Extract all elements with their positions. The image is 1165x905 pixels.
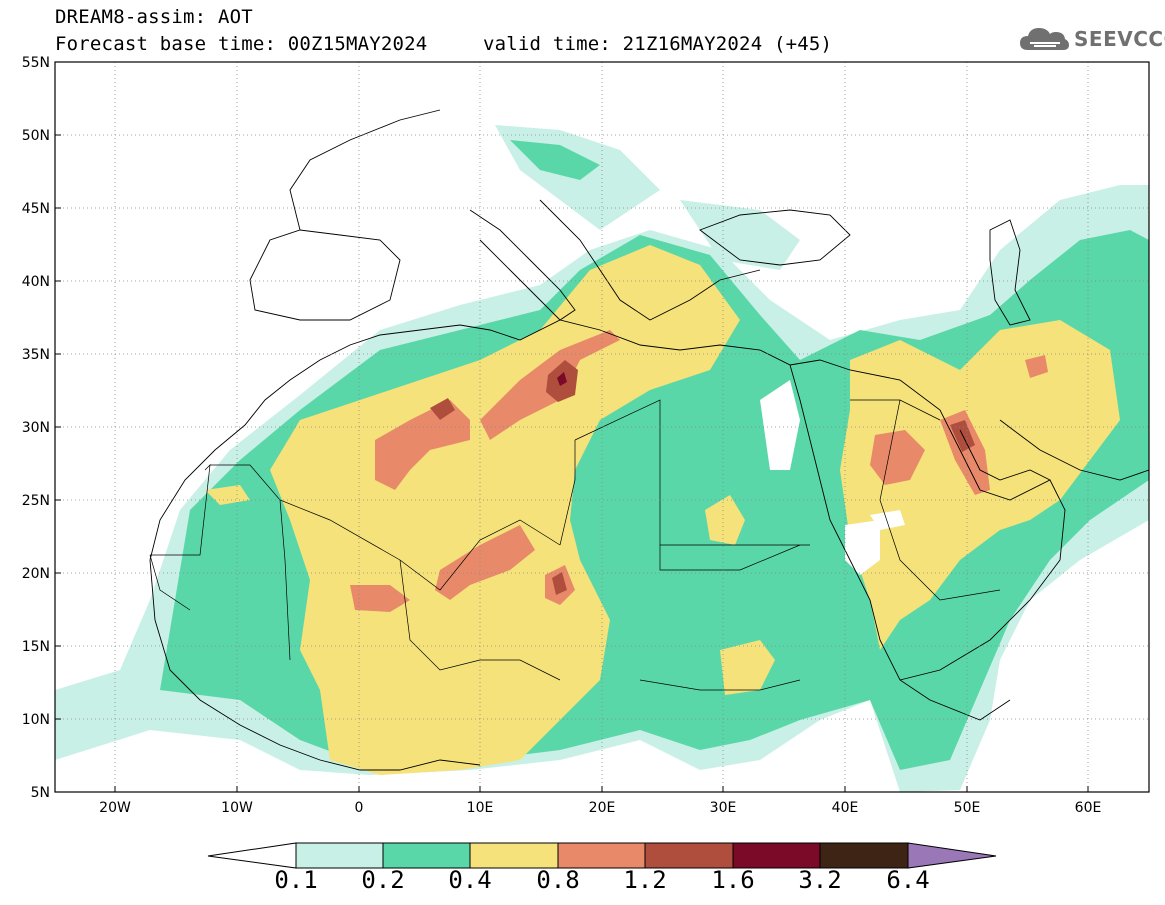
colorbar-label: 6.4 <box>886 866 930 894</box>
lat-label: 10N <box>22 712 50 728</box>
aot-band-1.2-algeria <box>430 398 455 420</box>
sahara-borders <box>210 399 810 681</box>
lon-label: 40E <box>832 800 859 816</box>
lat-label: 20N <box>22 566 50 582</box>
seevccc-logo: SEEVCCC <box>1018 24 1165 54</box>
colorbar-label: 0.2 <box>361 866 405 894</box>
colorbar-label: 0.4 <box>448 866 492 894</box>
map-grid <box>55 62 1149 792</box>
aot-fields <box>55 125 1149 792</box>
lat-label: 25N <box>22 493 50 509</box>
lat-label: 5N <box>31 785 50 801</box>
black-sea <box>699 209 851 266</box>
africa-coast <box>149 319 1011 721</box>
colorbar-swatch-4 <box>557 842 646 869</box>
aot-band-0.4-egypt <box>705 495 745 545</box>
lat-label: 35N <box>22 347 50 363</box>
lon-label: 10W <box>221 800 253 816</box>
colorbar-label: 1.2 <box>623 866 667 894</box>
aot-low-redsea <box>845 520 880 575</box>
base-time: Forecast base time: 00Z15MAY2024 <box>55 33 428 55</box>
colorbar-swatch-3 <box>469 842 559 869</box>
lon-label: 60E <box>1075 800 1102 816</box>
colorbar-swatch-5 <box>644 842 734 869</box>
lon-label: 50E <box>954 800 981 816</box>
aot-low-arabia <box>870 510 905 530</box>
colorbar-label: 3.2 <box>798 866 842 894</box>
logo-text: SEEVCCC <box>1074 27 1165 51</box>
lon-labels: 20W 10W 0 10E 20E 30E 40E 50E 60E <box>99 800 1101 816</box>
aot-band-0.8-arabia <box>870 430 925 485</box>
valid-time: valid time: 21Z16MAY2024 (+45) <box>483 33 833 55</box>
lon-label: 20E <box>589 800 616 816</box>
lat-label: 30N <box>22 420 50 436</box>
east-borders <box>639 399 1001 691</box>
aot-band-1.2-chad <box>552 572 567 595</box>
aot-band-0.4-sudan <box>720 640 775 695</box>
aot-band-0.8-iraq <box>940 410 990 495</box>
lat-label: 40N <box>22 274 50 290</box>
caspian-sea <box>989 219 1031 326</box>
france-coast <box>289 109 441 231</box>
lat-label: 15N <box>22 639 50 655</box>
colorbar-under-arrow <box>207 842 297 869</box>
aot-band-0.8-niger <box>435 525 535 600</box>
lat-labels: 5N 10N 15N 20N 25N 30N 35N 40N 45N 50N 5… <box>22 55 50 801</box>
arabia-coast <box>789 359 1066 681</box>
lon-label: 10E <box>467 800 494 816</box>
lon-label: 20W <box>99 800 131 816</box>
colorbar-label: 0.1 <box>274 866 318 894</box>
colorbar-swatch-2 <box>382 842 471 869</box>
lat-label: 50N <box>22 128 50 144</box>
aot-band-0.1-north <box>680 200 800 270</box>
colorbar-swatch-7 <box>819 842 909 869</box>
lat-label: 55N <box>22 55 50 71</box>
balkans-coast <box>539 199 761 321</box>
aot-band-0.4 <box>270 245 740 775</box>
aot-band-0.8-mali <box>350 585 410 612</box>
aot-band-0.4-west <box>205 485 250 505</box>
italy-coast <box>469 209 576 321</box>
west-africa-coast <box>149 559 481 771</box>
aot-band-1.6 <box>557 372 567 386</box>
aot-band-0.8 <box>375 400 470 490</box>
cloud-icon <box>1020 28 1069 50</box>
lon-label: 30E <box>710 800 737 816</box>
colorbar-labels: 0.1 0.2 0.4 0.8 1.2 1.6 3.2 6.4 <box>0 866 1165 896</box>
colorbar <box>207 842 997 869</box>
lon-label: 0 <box>355 800 364 816</box>
colorbar-over-arrow <box>907 842 997 869</box>
persian-gulf-coast <box>959 429 1051 481</box>
map-title: DREAM8-assim: AOT <box>55 6 253 28</box>
iran-coast <box>999 419 1149 481</box>
lat-label: 45N <box>22 201 50 217</box>
west-borders <box>149 464 211 611</box>
forecast-times: Forecast base time: 00Z15MAY2024 valid ti… <box>55 33 832 55</box>
aot-band-0.8-iran <box>1025 355 1048 378</box>
colorbar-label: 1.6 <box>711 866 755 894</box>
colorbar-swatch-6 <box>732 842 821 869</box>
colorbar-label: 0.8 <box>536 866 580 894</box>
axis-ticks <box>55 134 1089 792</box>
iberia-coast <box>249 229 401 321</box>
aot-band-0.2-europe <box>510 140 600 180</box>
colorbar-swatch-1 <box>295 842 384 869</box>
coastlines <box>149 109 1149 771</box>
aot-low-egypt <box>760 380 800 470</box>
